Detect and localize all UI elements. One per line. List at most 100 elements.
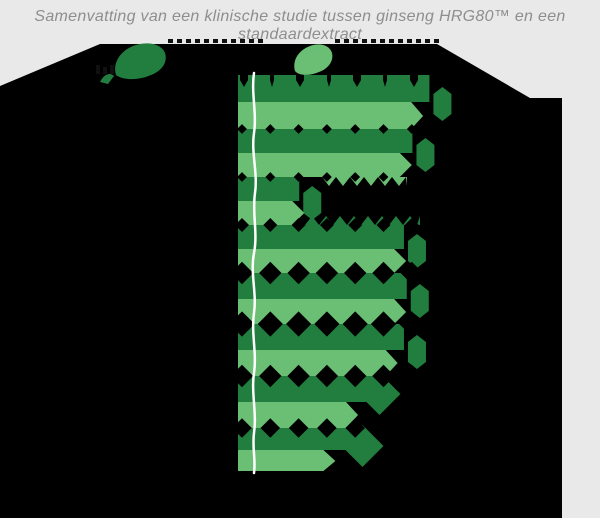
gridline-diamond xyxy=(342,311,368,337)
bar-standaard-row-8 xyxy=(238,450,336,471)
legend-label-remnant xyxy=(344,39,349,43)
gridline-diamond xyxy=(400,364,423,388)
legend-label-remnant xyxy=(371,39,376,43)
gridline-diamond xyxy=(230,261,254,285)
ribbon-fringe xyxy=(322,177,407,186)
gridline-diamond xyxy=(315,364,339,388)
bar-tip-hrg80-row-6 xyxy=(407,335,426,369)
gridline-diamond xyxy=(260,418,281,438)
gridline-diamond xyxy=(259,261,282,285)
bar-standaard-row-5 xyxy=(238,299,407,324)
gridline-diamond xyxy=(345,418,365,438)
legend-label-remnant xyxy=(335,39,340,43)
gridline-diamond xyxy=(348,218,363,232)
legend-label-remnant xyxy=(177,39,182,43)
gridline-diamond xyxy=(288,418,309,438)
legend-label-remnant xyxy=(186,39,191,43)
gridline-diamond xyxy=(293,172,304,182)
gridline-diamond xyxy=(319,218,334,232)
legend-label-remnant xyxy=(389,39,394,43)
legend-label-remnant xyxy=(213,39,218,43)
row-label-remnant xyxy=(96,65,100,74)
gridline-diamond xyxy=(317,418,337,438)
gridline-diamond xyxy=(378,124,389,134)
top-tick-tag xyxy=(353,64,361,87)
bar-hrg80-row-1 xyxy=(238,75,430,102)
gridline-diamond xyxy=(406,124,417,134)
legend-label-remnant xyxy=(240,39,245,43)
bar-tip-hrg80-row-8 xyxy=(341,425,384,467)
bar-hrg80-row-4 xyxy=(238,225,404,249)
bar-tip-hrg80-row-5 xyxy=(410,284,429,318)
legend-label-remnant xyxy=(362,39,367,43)
gridline-diamond xyxy=(427,311,453,337)
gridline-diamond xyxy=(235,218,249,232)
gridline-diamond xyxy=(257,311,283,337)
legend-label-remnant xyxy=(398,39,403,43)
gridline-diamond xyxy=(350,172,361,182)
gridline-diamond xyxy=(406,172,417,182)
top-tick-tag xyxy=(270,64,274,87)
bar-tip-hrg80-row-4 xyxy=(407,234,426,268)
top-tick-tag xyxy=(327,64,331,87)
gridline-diamond xyxy=(344,364,367,388)
gridline-diamond xyxy=(263,218,278,232)
gridline-diamond xyxy=(315,261,339,285)
bar-tip-hrg80-row-7 xyxy=(358,373,401,415)
legend-standaard-leaf-icon xyxy=(294,44,333,75)
gridline-diamond xyxy=(370,311,397,337)
gridline-diamond xyxy=(435,124,445,134)
bar-standaard-row-2 xyxy=(238,153,412,177)
legend-label-remnant xyxy=(353,39,358,43)
gridline-diamond xyxy=(373,418,394,438)
legend-label-remnant xyxy=(416,39,421,43)
gridline-diamond xyxy=(287,364,310,388)
gridline-diamond xyxy=(435,172,445,182)
ribbon-fringe xyxy=(305,216,420,225)
gridline-diamond xyxy=(322,172,332,182)
bar-tip-hrg80-row-3 xyxy=(303,186,322,220)
gridline-diamond xyxy=(433,218,448,232)
axis-baseline xyxy=(251,71,257,475)
gridline-diamond xyxy=(232,418,252,438)
legend-label-remnant xyxy=(249,39,254,43)
gridline-diamond xyxy=(265,124,276,134)
gridline-diamond xyxy=(314,311,340,337)
gridline-diamond xyxy=(378,172,389,182)
bar-tip-hrg80-row-2 xyxy=(416,138,435,172)
gridline-diamond xyxy=(293,124,304,134)
top-tick-tag xyxy=(410,64,418,87)
gridline-diamond xyxy=(265,172,276,182)
gridline-diamond xyxy=(344,261,367,285)
gridline-diamond xyxy=(259,364,282,388)
bar-hrg80-row-3 xyxy=(238,177,300,201)
bar-hrg80-row-2 xyxy=(238,129,413,153)
legend-label-remnant xyxy=(425,39,430,43)
gridline-diamond xyxy=(402,418,422,438)
legend-hrg80-leaf-icon xyxy=(100,74,114,84)
row-label-remnant xyxy=(110,65,114,74)
gridline-diamond xyxy=(404,218,419,232)
legend-label-remnant xyxy=(168,39,173,43)
gridline-diamond xyxy=(287,261,310,285)
gridline-diamond xyxy=(229,311,255,337)
row-label-remnant xyxy=(103,67,107,74)
legend-label-remnant xyxy=(434,39,439,43)
gridline-diamond xyxy=(237,124,247,134)
bar-standaard-row-4 xyxy=(238,249,407,273)
legend-label-remnant xyxy=(222,39,227,43)
gridline-diamond xyxy=(286,311,312,337)
legend-label-remnant xyxy=(195,39,200,43)
gridline-diamond xyxy=(428,364,452,388)
gridline-diamond xyxy=(350,124,361,134)
bar-tip-hrg80-row-1 xyxy=(433,87,452,121)
top-tick-tag xyxy=(240,64,248,87)
bar-standaard-row-1 xyxy=(238,102,424,129)
legend-label-remnant xyxy=(380,39,385,43)
gridline-diamond xyxy=(376,218,391,232)
gridline-diamond xyxy=(372,261,395,285)
legend-label-remnant xyxy=(231,39,236,43)
bar-standaard-row-6 xyxy=(238,350,398,376)
top-tick-tag xyxy=(383,64,387,87)
